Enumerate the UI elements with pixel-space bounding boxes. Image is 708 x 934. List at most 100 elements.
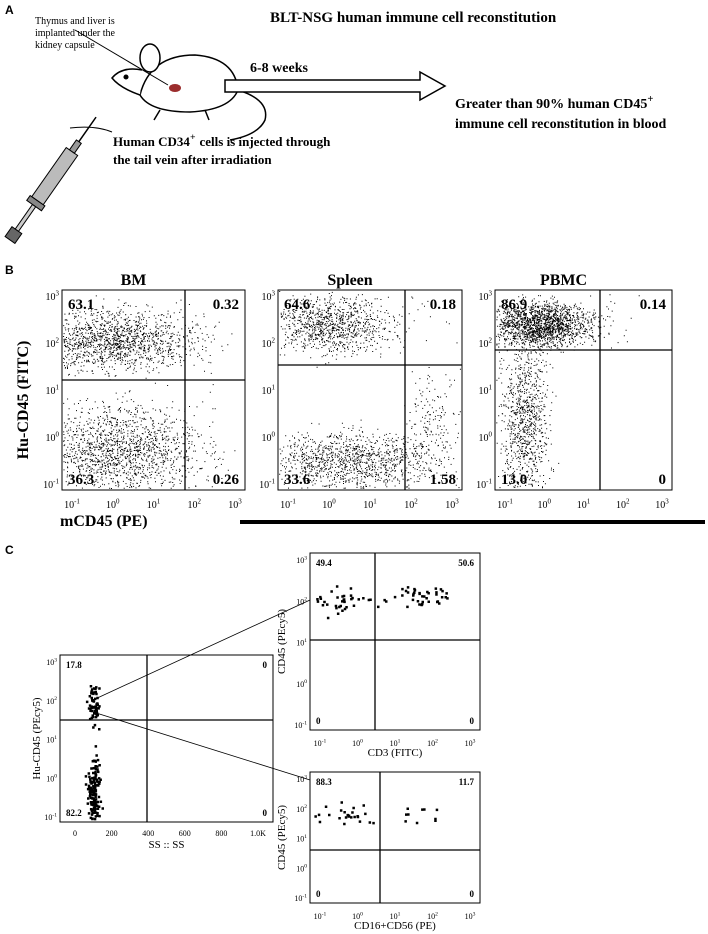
event-dots bbox=[279, 291, 461, 489]
tick-exp: -1 bbox=[74, 498, 80, 506]
syringe-needle bbox=[78, 116, 97, 143]
tick-label: 101 bbox=[147, 498, 161, 512]
tick-exp: 3 bbox=[238, 498, 242, 506]
tick-label: 100 bbox=[479, 431, 493, 445]
tick-label: 103 bbox=[465, 911, 476, 921]
tick-base: 10 bbox=[44, 813, 52, 822]
mouse-legs bbox=[153, 109, 210, 121]
tick-base: 10 bbox=[538, 500, 548, 511]
mouse-tail bbox=[229, 89, 267, 141]
kidney-implant bbox=[169, 84, 181, 92]
tick-label: 103 bbox=[465, 738, 476, 748]
x-axis-label: CD16+CD56 (PE) bbox=[354, 920, 436, 932]
tick-base: 10 bbox=[46, 697, 54, 706]
tick-exp: 0 bbox=[489, 431, 493, 439]
tick-label: 102 bbox=[427, 738, 438, 748]
result-note: Greater than 90% human CD45+ bbox=[455, 94, 653, 112]
tick-exp: 0 bbox=[548, 498, 552, 506]
plot-title: BM bbox=[121, 272, 147, 289]
y-axis-label: Hu-CD45 (PEcy5) bbox=[31, 697, 43, 780]
tick-label: 400 bbox=[142, 829, 154, 838]
tick-base: 10 bbox=[147, 500, 157, 511]
tick-exp: 1 bbox=[157, 498, 161, 506]
tick-exp: 3 bbox=[56, 290, 60, 298]
tick-label: 103 bbox=[296, 774, 307, 784]
tick-label: 10-1 bbox=[44, 812, 57, 822]
mouse-ear bbox=[139, 43, 161, 73]
tick-exp: 2 bbox=[54, 696, 57, 702]
plot-title: PBMC bbox=[540, 272, 587, 289]
tick-exp: -1 bbox=[52, 812, 57, 818]
plot-frame bbox=[277, 289, 463, 491]
tick-exp: 2 bbox=[272, 337, 276, 345]
tick-base: 10 bbox=[479, 433, 489, 444]
title: BLT-NSG human immune cell reconstitution bbox=[270, 10, 557, 26]
implant-note: kidney capsule bbox=[35, 40, 95, 51]
tick-exp: 1 bbox=[272, 384, 276, 392]
quadrant-value: 0.26 bbox=[213, 472, 240, 488]
tick-base: 10 bbox=[46, 736, 54, 745]
tick-label: 101 bbox=[479, 384, 493, 398]
tick-label: 100 bbox=[352, 911, 363, 921]
tick-exp: 0 bbox=[360, 911, 363, 917]
tick-label: 102 bbox=[296, 804, 307, 814]
tick-base: 10 bbox=[616, 500, 626, 511]
tick-base: 10 bbox=[262, 386, 272, 397]
tick-exp: 1 bbox=[587, 498, 591, 506]
tick-base: 10 bbox=[294, 894, 302, 903]
tick-base: 10 bbox=[296, 775, 304, 784]
tick-base: 10 bbox=[296, 864, 304, 873]
event-dots bbox=[496, 294, 640, 489]
tick-base: 10 bbox=[46, 339, 56, 350]
x-axis-label: mCD45 (PE) bbox=[60, 513, 148, 530]
tick-exp: 3 bbox=[489, 290, 493, 298]
tick-base: 10 bbox=[314, 739, 322, 748]
quadrant-value: 50.6 bbox=[458, 558, 474, 568]
plot-frame bbox=[309, 552, 481, 731]
tick-label: 10-1 bbox=[314, 911, 327, 921]
tick-exp: 1 bbox=[489, 384, 493, 392]
arrow bbox=[224, 70, 447, 102]
y-axis-label: CD45 (PEcy5) bbox=[276, 805, 288, 870]
tick-base: 10 bbox=[322, 500, 332, 511]
tick-exp: 0 bbox=[304, 679, 307, 685]
tick-exp: -1 bbox=[302, 720, 307, 726]
tick-base: 10 bbox=[363, 500, 373, 511]
tick-base: 10 bbox=[352, 912, 360, 921]
implant-note: Thymus and liver is bbox=[35, 16, 115, 27]
tick-base: 10 bbox=[262, 339, 272, 350]
tick-base: 10 bbox=[479, 386, 489, 397]
tick-label: 103 bbox=[445, 498, 459, 512]
tick-base: 10 bbox=[476, 480, 486, 491]
tail-vein-line bbox=[69, 126, 113, 133]
tick-base: 10 bbox=[445, 500, 455, 511]
result-note: immune cell reconstitution in blood bbox=[455, 117, 667, 132]
tick-label: 600 bbox=[179, 829, 191, 838]
tick-base: 10 bbox=[497, 500, 507, 511]
tick-base: 10 bbox=[465, 739, 473, 748]
tick-label: 10-1 bbox=[294, 720, 307, 730]
quadrant-value: 0 bbox=[659, 472, 667, 488]
syringe-plunger bbox=[14, 203, 37, 233]
syringe bbox=[4, 116, 97, 245]
gate-link bbox=[92, 599, 311, 701]
tick-base: 10 bbox=[228, 500, 238, 511]
tick-label: 101 bbox=[262, 384, 276, 398]
tick-exp: 2 bbox=[198, 498, 202, 506]
quadrant-value: 13.0 bbox=[501, 472, 527, 488]
tick-base: 10 bbox=[296, 805, 304, 814]
tick-exp: 3 bbox=[473, 738, 476, 744]
tick-exp: -1 bbox=[507, 498, 513, 506]
tick-label: 100 bbox=[296, 864, 307, 874]
tick-exp: 2 bbox=[489, 337, 493, 345]
quadrant-value: 0 bbox=[263, 808, 268, 818]
tick-label: 103 bbox=[655, 498, 669, 512]
tick-base: 10 bbox=[296, 835, 304, 844]
panel-label: C bbox=[5, 543, 14, 557]
tick-label: 10-1 bbox=[64, 498, 80, 512]
event-dots bbox=[84, 685, 104, 821]
tick-base: 10 bbox=[479, 292, 489, 303]
tick-label: 10-1 bbox=[314, 738, 327, 748]
